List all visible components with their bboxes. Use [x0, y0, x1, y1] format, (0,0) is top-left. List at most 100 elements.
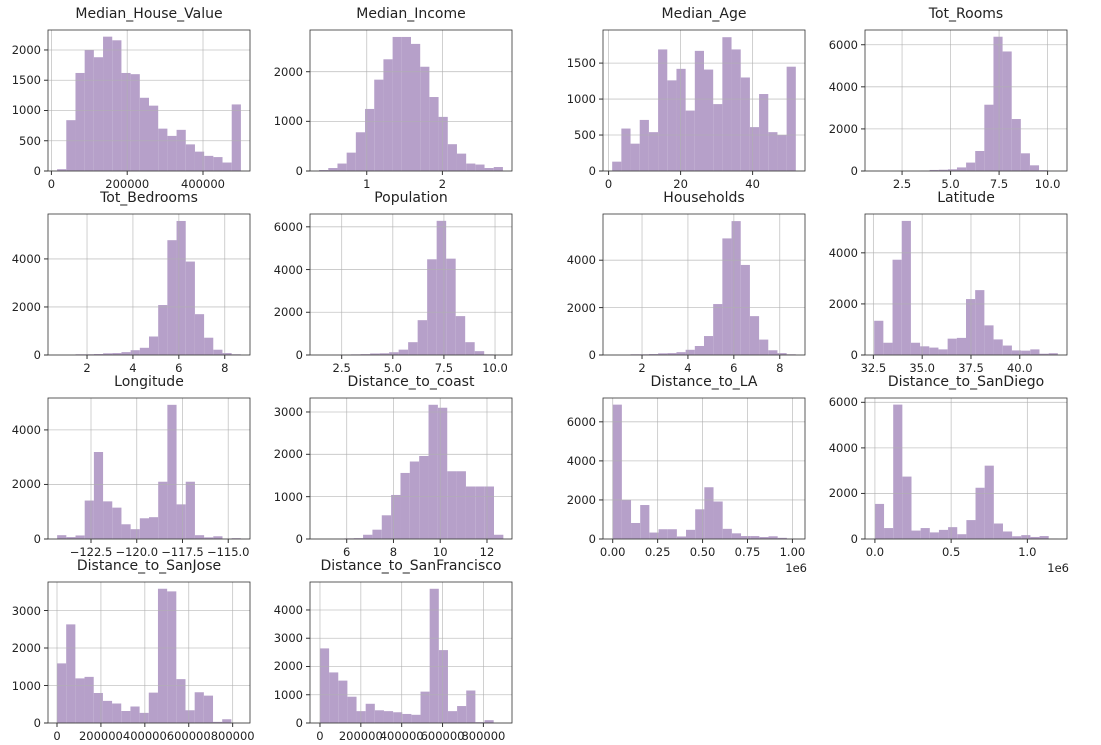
histogram-bar	[731, 221, 741, 355]
x-tick-label: 40.0	[1006, 361, 1033, 375]
histogram-bar	[130, 350, 140, 355]
histogram-bar	[231, 538, 241, 539]
histogram-bar	[57, 169, 67, 171]
plot-area	[599, 213, 806, 359]
histogram-bar	[465, 486, 476, 539]
y-tick-label: 0	[33, 164, 41, 178]
histogram-bar	[176, 504, 186, 539]
histogram-bar	[347, 696, 357, 723]
histogram-distance-to-sanfrancisco: Distance_to_SanFrancisco 0 200000 400000 600…	[274, 558, 513, 743]
x-tick-label: 0.5	[941, 545, 961, 559]
plot-area	[306, 213, 513, 359]
chart-title: Distance_to_LA	[650, 374, 758, 390]
y-tick-label: 4000	[566, 253, 596, 268]
histogram-bar	[139, 97, 149, 171]
histogram-bar	[93, 57, 104, 171]
histogram-bar	[379, 353, 390, 355]
histogram-bar	[222, 162, 232, 171]
y-tick-label: 2000	[11, 641, 41, 655]
histogram-bar	[149, 336, 159, 355]
histogram-bar	[456, 471, 466, 539]
x-axis-offset-label: 1e6	[1047, 561, 1069, 575]
histogram-bar	[427, 259, 437, 355]
histogram-bar	[455, 316, 466, 355]
histogram-bar	[383, 711, 394, 723]
histogram-bar	[658, 49, 668, 171]
x-tick-label: 35.0	[909, 361, 935, 375]
y-tick-label: 500	[19, 133, 41, 148]
x-tick-label: 0.50	[689, 545, 716, 559]
x-tick-label: 400000	[181, 177, 225, 191]
histogram-bar	[438, 116, 448, 171]
histogram-bar	[139, 347, 149, 355]
histogram-bar	[420, 66, 430, 171]
histogram-median-income: Median_Income 1 2 0 1000 2000	[274, 6, 513, 191]
y-tick-label: 1000	[273, 687, 303, 702]
histogram-bar	[901, 220, 911, 355]
histogram-bar	[176, 220, 186, 355]
x-tick-label: 800000	[210, 729, 255, 743]
histogram-bar	[121, 524, 131, 539]
y-tick-label: 2000	[828, 486, 858, 501]
chart-title: Distance_to_SanJose	[76, 558, 222, 574]
histogram-bar	[1002, 51, 1012, 172]
histogram-bar	[777, 135, 787, 171]
histogram-bar	[740, 264, 750, 355]
histogram-bar	[759, 537, 769, 539]
plot-area	[44, 29, 251, 175]
chart-title: Median_Age	[661, 6, 747, 22]
chart-title: Distance_to_SanDiego	[887, 374, 1045, 390]
histogram-median-house-value: Median_House_Value 0 200000 400000 0 500 1000 1…	[12, 6, 251, 191]
y-tick-label: 4000	[11, 422, 41, 437]
histogram-bar	[676, 68, 686, 171]
histogram-bar	[929, 347, 939, 355]
histogram-latitude: Latitude 32.5 35.0 37.5 40.0 0 2000 4000	[829, 190, 1068, 375]
histogram-bar	[910, 342, 921, 355]
y-tick-label: 1500	[11, 73, 41, 88]
histogram-bar	[1039, 536, 1049, 539]
axes-frame	[864, 213, 1068, 356]
x-tick-label: 0.00	[599, 545, 626, 559]
histogram-bar	[231, 104, 241, 171]
histogram-bar	[741, 536, 751, 539]
axes-frame	[602, 213, 806, 356]
histogram-bar	[768, 350, 778, 355]
histogram-bar	[400, 472, 410, 539]
histogram-bar	[484, 486, 494, 539]
histogram-bar	[428, 404, 438, 539]
histogram-bar	[993, 523, 1003, 539]
chart-title: Tot_Rooms	[928, 6, 1004, 22]
histogram-bar	[911, 530, 921, 539]
histogram-bar	[704, 69, 714, 171]
x-tick-label: 4	[129, 361, 137, 375]
histogram-bar	[194, 535, 205, 539]
histogram-bar	[57, 663, 67, 723]
histogram-distance-to-coast: Distance_to_coast 6 8 10 12 0 1000 2000 3000	[274, 374, 513, 559]
y-tick-label: 0	[295, 532, 303, 546]
histogram-bar	[457, 706, 467, 723]
histogram-bar	[103, 36, 113, 172]
histogram-bar	[213, 157, 223, 171]
x-tick-label: 10	[432, 545, 448, 559]
x-tick-label: 0.75	[734, 545, 761, 559]
x-tick-label: 0	[47, 177, 56, 191]
histogram-bar	[158, 305, 168, 355]
y-tick-label: 4000	[11, 251, 41, 266]
histogram-bar	[75, 535, 85, 539]
y-tick-label: 4000	[273, 602, 303, 617]
histogram-bar	[409, 461, 420, 539]
histogram-bar	[319, 170, 329, 171]
histogram-bar	[768, 536, 778, 539]
histogram-bar	[130, 529, 140, 539]
histogram-bar	[446, 258, 456, 355]
histogram-bar	[374, 710, 384, 723]
histogram-bar	[621, 128, 631, 171]
histogram-bar	[902, 476, 912, 539]
histogram-bar	[149, 517, 159, 539]
y-tick-label: 0	[295, 348, 303, 362]
plot-area	[44, 213, 251, 359]
histogram-bar	[694, 345, 704, 355]
histogram-bar	[389, 352, 399, 355]
histogram-bar	[685, 110, 695, 171]
histogram-bar	[93, 693, 103, 723]
